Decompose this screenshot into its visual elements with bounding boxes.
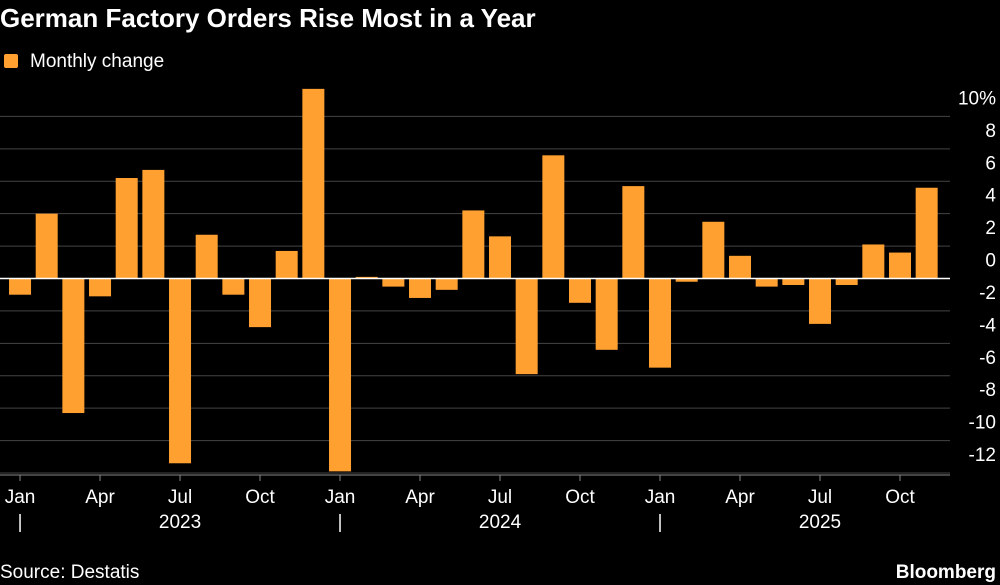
x-tick-label: Apr (725, 487, 755, 508)
y-tick-label: -2 (979, 283, 996, 304)
bar (329, 278, 352, 472)
bar (595, 278, 618, 350)
bar (755, 278, 778, 287)
x-tick-label: Jan (325, 487, 356, 508)
bar (889, 252, 912, 279)
year-label: 2024 (479, 512, 522, 533)
bar (515, 278, 538, 375)
bar (542, 155, 565, 279)
brand: Bloomberg (896, 562, 996, 583)
legend-label: Monthly change (30, 51, 164, 72)
bar (915, 187, 938, 279)
x-tick-label: Jul (488, 487, 512, 508)
bar (302, 88, 325, 279)
year-label: 2023 (159, 512, 201, 533)
bar (382, 278, 405, 287)
bar (809, 278, 832, 324)
bar (622, 186, 645, 279)
y-tick-label: 0 (985, 251, 996, 272)
x-tick-label: Jul (168, 487, 192, 508)
bar (649, 278, 672, 368)
y-tick-label: 8 (985, 121, 996, 142)
y-tick-label: -12 (969, 445, 996, 466)
year-label: 2025 (799, 512, 841, 533)
y-tick-label: -8 (979, 380, 996, 401)
x-tick-label: Oct (565, 487, 595, 508)
bar (275, 250, 298, 279)
bar (462, 210, 485, 279)
bar (89, 278, 112, 297)
source: Source: Destatis (0, 562, 139, 583)
x-tick-label: Jul (808, 487, 832, 508)
bar (569, 278, 592, 303)
x-tick-label: Jan (645, 487, 676, 508)
bar (489, 236, 512, 279)
x-tick-label: Oct (885, 487, 915, 508)
chart-title: German Factory Orders Rise Most in a Yea… (0, 3, 536, 33)
x-tick-label: Apr (85, 487, 115, 508)
y-tick-label: -4 (979, 315, 996, 336)
y-tick-label: -10 (969, 413, 996, 434)
bar (835, 278, 858, 285)
bar (782, 278, 805, 285)
y-tick-label: -6 (979, 348, 996, 369)
bar (702, 221, 725, 279)
y-tick-label: 2 (985, 218, 996, 239)
x-tick-label: Jan (5, 487, 36, 508)
bar (9, 278, 32, 295)
bar (409, 278, 432, 298)
bar (62, 278, 85, 414)
bar (195, 234, 218, 279)
bar (249, 278, 272, 328)
bar (35, 213, 58, 279)
bar (142, 169, 165, 279)
bar (222, 278, 245, 295)
bar (115, 178, 138, 279)
bar (435, 278, 458, 290)
bar (729, 255, 752, 279)
bar (862, 244, 885, 279)
bar (169, 278, 192, 464)
y-tick-label: 10% (958, 88, 996, 109)
y-tick-label: 6 (985, 153, 996, 174)
y-tick-label: 4 (985, 186, 996, 207)
x-tick-label: Oct (245, 487, 275, 508)
x-tick-label: Apr (405, 487, 435, 508)
bar (675, 278, 698, 282)
legend-swatch (4, 54, 18, 68)
bar (355, 276, 378, 279)
